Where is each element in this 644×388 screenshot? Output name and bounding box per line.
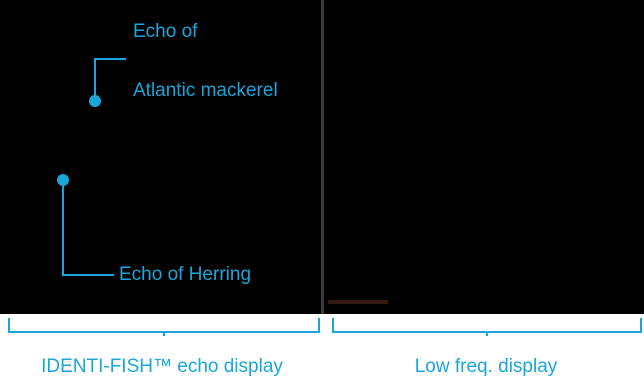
mackerel-label-line2: Atlantic mackerel — [133, 80, 278, 101]
low-freq-echo-image — [324, 0, 644, 314]
panel-divider — [321, 0, 324, 314]
low-freq-caption: Low freq. display — [414, 356, 558, 377]
low-freq-panel — [324, 0, 644, 314]
right-bracket — [332, 318, 642, 336]
left-bracket — [8, 318, 320, 336]
identi-fish-caption: IDENTI-FISH™ echo display — [41, 356, 283, 377]
mackerel-label-line1: Echo of — [133, 21, 198, 42]
herring-label: Echo of Herring — [119, 264, 252, 285]
